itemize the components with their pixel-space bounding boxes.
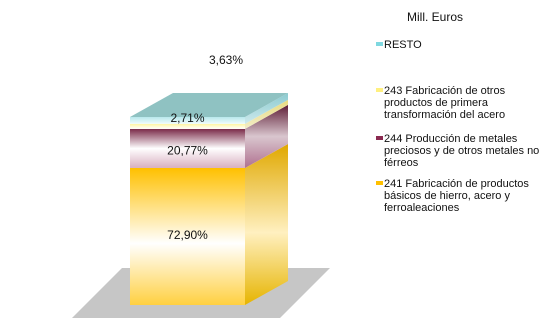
legend-swatch: [376, 136, 383, 140]
data-label-243: 2,71%: [170, 111, 204, 125]
data-label-244: 20,77%: [167, 143, 208, 157]
unit-label: Mill. Euros: [406, 10, 463, 24]
legend-label: 241 Fabricación de productos básicos de …: [384, 178, 529, 214]
legend-item-resto: RESTO: [376, 39, 546, 51]
segment-resto: [130, 117, 245, 124]
legend-item-243: 243 Fabricación de otros productos de pr…: [376, 85, 546, 121]
data-label-resto: 3,63%: [209, 53, 243, 67]
legend-label: RESTO: [384, 39, 422, 51]
segment-241-side: [245, 143, 288, 305]
segment-244-side: [245, 104, 288, 168]
legend-swatch: [376, 42, 383, 46]
data-label-241: 72,90%: [167, 228, 208, 242]
legend-label: 243 Fabricación de otros productos de pr…: [384, 85, 506, 121]
legend-item-241: 241 Fabricación de productos básicos de …: [376, 178, 546, 214]
legend-swatch: [376, 88, 383, 92]
segment-243-side: [245, 99, 288, 129]
column-top: [130, 93, 288, 117]
segment-241: [130, 167, 245, 305]
segment-243: [130, 123, 245, 129]
legend-label: 244 Producción de metales preciosos y de…: [384, 133, 540, 169]
segment-resto-side: [245, 93, 288, 124]
legend-item-244: 244 Producción de metales preciosos y de…: [376, 133, 546, 169]
legend-swatch: [376, 181, 383, 185]
segment-244: [130, 128, 245, 168]
